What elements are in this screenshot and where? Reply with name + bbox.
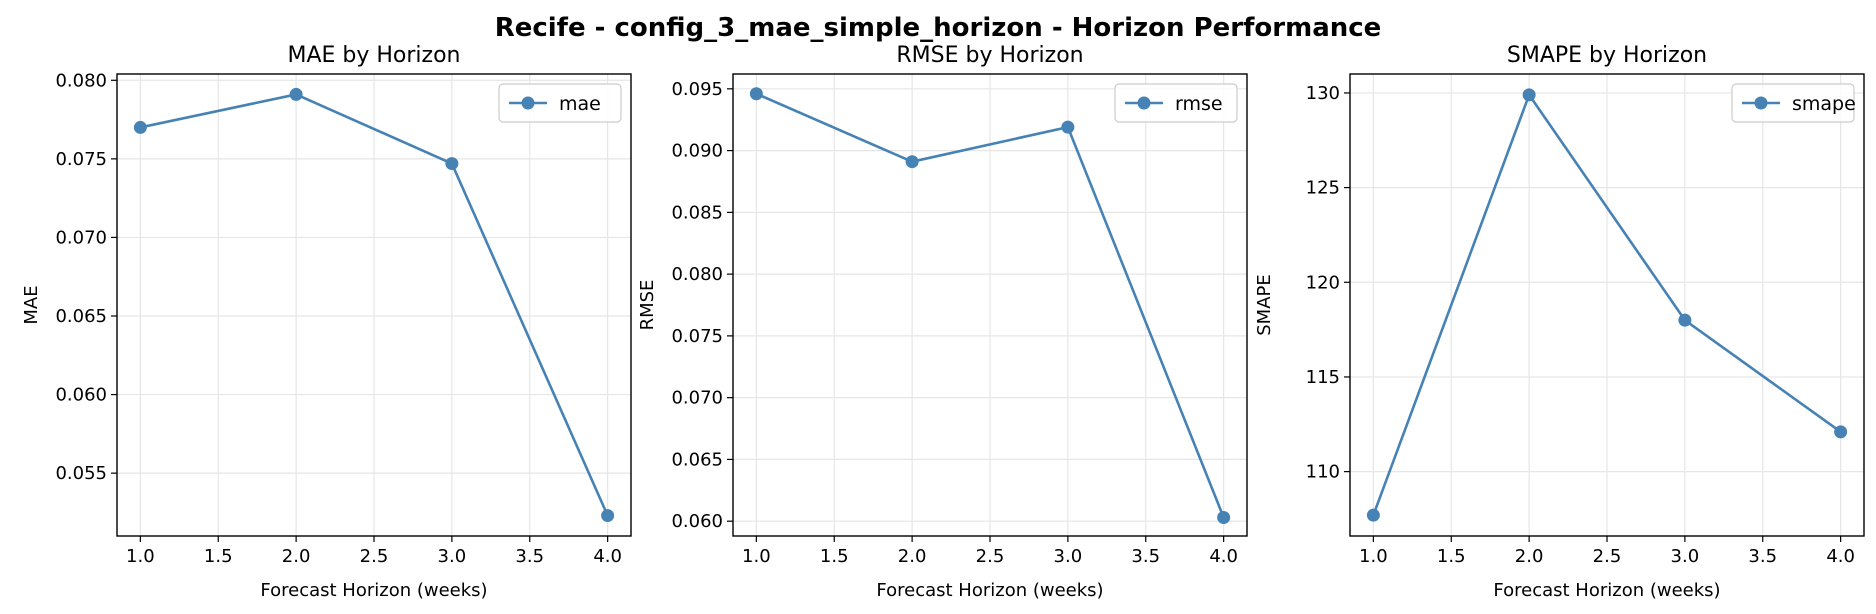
legend-box [498,83,622,123]
data-point-mae [601,509,615,523]
y-tick-label: 0.095 [671,79,723,100]
series-line-mae [140,93,609,517]
x-tick-label: 2.0 [898,546,927,567]
subplot-title: SMAPE by Horizon [1507,43,1707,68]
chart-panel-mae-by-horizon: 1.0 1.5 2.0 2.5 3.0 3.5 4.0 0.055 0.060 0.065 0.07… [21,43,632,601]
x-tick-label: 4.0 [593,546,622,567]
y-tick-label: 0.070 [671,388,723,409]
y-tick-label: 125 [1306,178,1340,199]
legend-label: rmse [1175,93,1223,115]
y-tick-label: 0.055 [55,463,107,484]
y-tick-label: 0.060 [671,511,723,532]
x-tick-label: 3.0 [1054,546,1083,567]
y-axis-label: SMAPE [1254,274,1275,336]
subplot-title: RMSE by Horizon [896,43,1083,68]
x-tick-label: 4.0 [1826,546,1855,567]
y-tick-label: 0.085 [671,202,723,223]
x-tick-label: 1.0 [126,546,155,567]
y-tick-label: 0.060 [55,385,107,406]
x-tick-label: 4.0 [1209,546,1238,567]
x-tick-label: 3.5 [1131,546,1160,567]
x-tick-label: 2.5 [1593,546,1622,567]
data-point-smape [1366,508,1380,522]
legend: rmse [1114,83,1238,123]
x-tick-label: 1.5 [820,546,849,567]
data-point-smape [1834,425,1848,439]
x-tick-label: 3.0 [438,546,467,567]
y-tick-label: 0.080 [55,70,107,91]
data-point-smape [1678,313,1692,327]
legend-box [1731,83,1855,123]
data-point-mae [445,157,459,171]
y-axis-label: RMSE [637,280,658,331]
legend-marker-swatch [1754,96,1768,110]
legend-label: mae [559,93,601,115]
chart-panel-rmse-by-horizon: 1.0 1.5 2.0 2.5 3.0 3.5 4.0 0.060 0.065 0.070 0.07… [637,43,1248,601]
chart-panel-smape-by-horizon: 1.0 1.5 2.0 2.5 3.0 3.5 4.0 110 115 120 125 130 SMAP… [1254,43,1865,601]
x-axis-label: Forecast Horizon (weeks) [876,580,1103,601]
x-tick-label: 3.5 [515,546,544,567]
y-tick-label: 0.065 [55,306,107,327]
data-point-rmse [1061,120,1075,134]
y-tick-label: 0.070 [55,227,107,248]
data-point-mae [289,87,303,101]
y-tick-label: 0.075 [671,326,723,347]
data-point-rmse [749,87,763,101]
x-tick-label: 2.5 [976,546,1005,567]
x-tick-label: 1.5 [204,546,233,567]
y-tick-label: 110 [1306,462,1340,483]
y-tick-label: 130 [1306,83,1340,104]
x-tick-label: 2.5 [360,546,389,567]
legend-marker-swatch [521,96,535,110]
series-line-rmse [755,92,1225,518]
figure-title: Recife - config_3_mae_simple_horizon - H… [495,13,1382,43]
y-tick-label: 0.065 [671,449,723,470]
data-point-smape [1522,88,1536,102]
y-tick-label: 0.075 [55,149,107,170]
subplot-title: MAE by Horizon [287,43,460,68]
x-axis-label: Forecast Horizon (weeks) [260,580,487,601]
data-point-rmse [1217,510,1231,524]
series-line-smape [1372,93,1842,516]
y-tick-label: 0.090 [671,141,723,162]
legend: smape [1731,83,1856,123]
data-point-mae [133,120,147,134]
x-tick-label: 3.5 [1748,546,1777,567]
y-axis-label: MAE [21,285,42,324]
x-tick-label: 2.0 [1515,546,1544,567]
x-tick-label: 2.0 [282,546,311,567]
x-tick-label: 1.0 [1359,546,1388,567]
legend-box [1114,83,1238,123]
x-axis-label: Forecast Horizon (weeks) [1493,580,1720,601]
x-tick-label: 3.0 [1671,546,1700,567]
legend: mae [498,83,622,123]
y-tick-label: 120 [1306,272,1340,293]
legend-label: smape [1792,93,1856,115]
data-point-rmse [905,155,919,169]
x-tick-label: 1.0 [742,546,771,567]
y-tick-label: 0.080 [671,264,723,285]
panels: 1.0 1.5 2.0 2.5 3.0 3.5 4.0 0.055 0.060 0.065 0.07… [21,43,1865,601]
x-tick-label: 1.5 [1437,546,1466,567]
legend-marker-swatch [1137,96,1151,110]
y-tick-label: 115 [1306,367,1340,388]
